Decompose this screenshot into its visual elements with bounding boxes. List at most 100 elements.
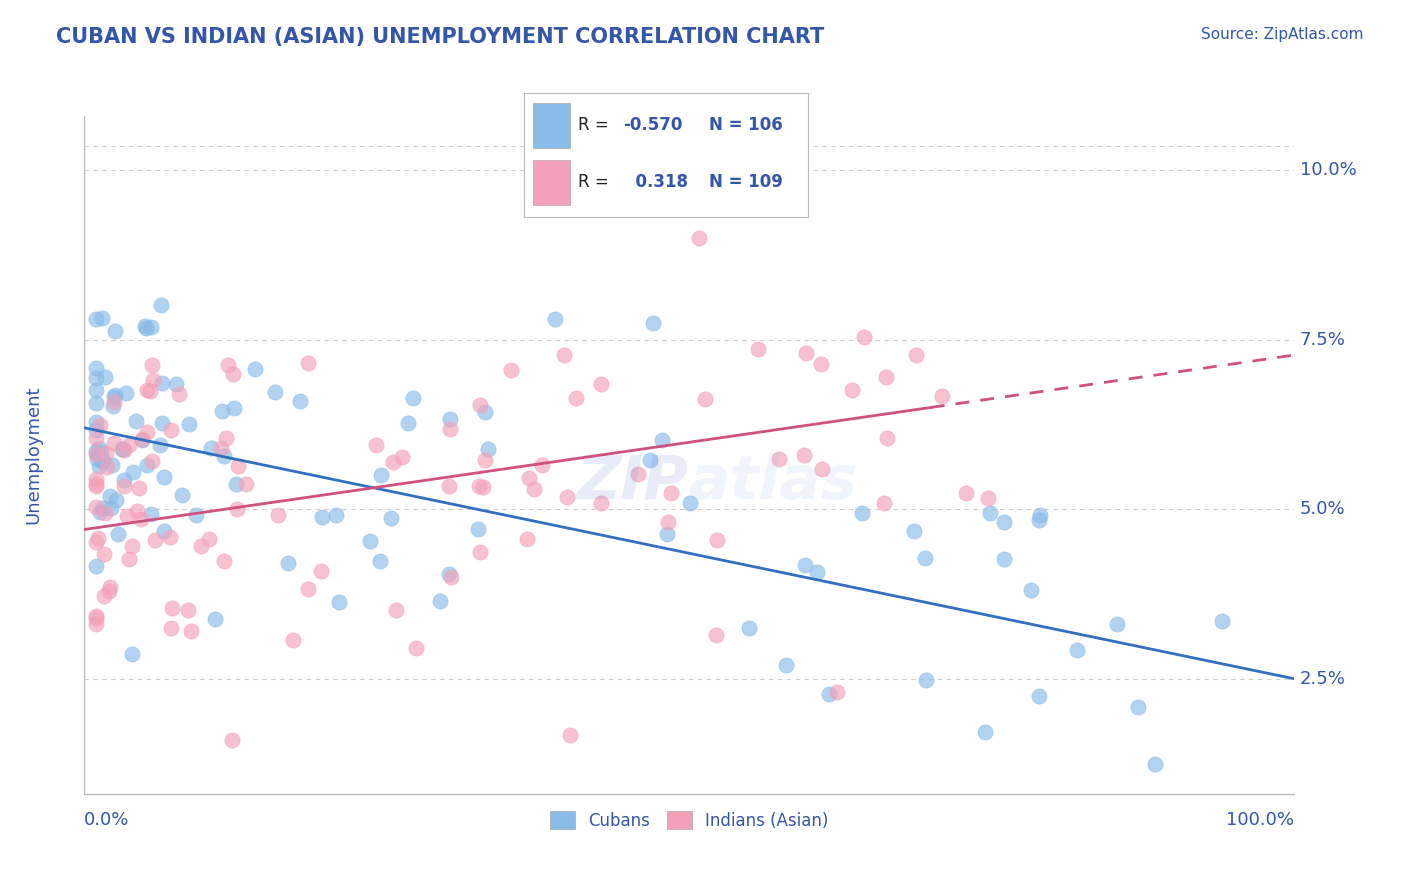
Point	[197, 532, 219, 546]
Point	[167, 386, 190, 401]
Point	[89, 505, 111, 519]
Point	[86, 452, 108, 467]
Point	[150, 376, 173, 391]
Bar	[533, 160, 569, 204]
Point	[468, 398, 491, 412]
Point	[517, 471, 540, 485]
Point	[209, 441, 232, 455]
Point	[115, 385, 138, 400]
Point	[325, 508, 347, 523]
Point	[311, 565, 333, 579]
Point	[277, 557, 299, 571]
Point	[688, 231, 710, 245]
Point	[160, 423, 183, 437]
Point	[87, 458, 110, 473]
Point	[160, 600, 183, 615]
Point	[121, 647, 143, 661]
Point	[437, 479, 460, 493]
Point	[86, 531, 108, 545]
Point	[811, 462, 834, 476]
Point	[86, 423, 108, 437]
Point	[184, 508, 207, 522]
Point	[523, 482, 546, 496]
Point	[641, 316, 664, 330]
Point	[98, 583, 121, 598]
Point	[86, 415, 108, 429]
Point	[439, 567, 461, 582]
Point	[215, 431, 238, 445]
Text: R =: R =	[578, 173, 614, 191]
Point	[557, 490, 579, 504]
Point	[131, 433, 153, 447]
Point	[86, 447, 108, 461]
Bar	[533, 103, 569, 148]
Point	[212, 554, 235, 568]
Point	[440, 570, 463, 584]
Point	[235, 477, 257, 491]
Point	[139, 507, 162, 521]
Point	[873, 496, 896, 510]
Point	[104, 388, 127, 402]
Point	[793, 558, 815, 573]
Text: -0.570: -0.570	[624, 117, 683, 135]
Point	[114, 443, 136, 458]
Point	[474, 453, 496, 467]
Point	[222, 401, 245, 416]
Point	[94, 445, 117, 459]
Point	[876, 431, 898, 445]
Point	[96, 459, 118, 474]
Point	[1143, 757, 1166, 772]
Point	[101, 458, 124, 473]
Point	[243, 362, 266, 376]
Point	[91, 501, 114, 516]
Text: atlas: atlas	[689, 452, 858, 511]
Point	[810, 357, 832, 371]
Point	[141, 454, 163, 468]
Point	[165, 376, 187, 391]
Point	[112, 473, 135, 487]
Point	[225, 477, 247, 491]
Point	[103, 435, 125, 450]
Point	[1028, 513, 1050, 527]
Point	[86, 395, 108, 409]
Point	[87, 441, 110, 455]
Point	[136, 425, 159, 440]
Point	[150, 416, 173, 430]
Point	[121, 539, 143, 553]
Point	[1029, 508, 1052, 523]
Point	[86, 472, 108, 486]
Point	[104, 492, 127, 507]
Point	[86, 500, 108, 515]
Point	[114, 479, 136, 493]
Point	[366, 438, 388, 452]
Point	[141, 359, 163, 373]
Point	[222, 367, 245, 381]
Point	[111, 442, 134, 456]
Point	[91, 454, 114, 468]
Point	[806, 565, 828, 579]
Point	[468, 479, 491, 493]
Point	[704, 627, 727, 641]
Point	[93, 589, 115, 603]
Point	[391, 450, 413, 465]
Point	[560, 729, 582, 743]
Point	[86, 479, 108, 493]
Point	[118, 552, 141, 566]
Point	[564, 391, 586, 405]
Point	[86, 431, 108, 445]
Point	[86, 383, 108, 397]
Point	[706, 533, 728, 547]
Point	[439, 422, 461, 436]
Point	[405, 640, 427, 655]
Point	[359, 533, 381, 548]
Point	[159, 530, 181, 544]
Point	[93, 506, 115, 520]
Point	[90, 454, 112, 468]
Point	[439, 411, 461, 425]
Point	[86, 360, 108, 375]
Text: 10.0%: 10.0%	[1299, 161, 1357, 179]
Point	[150, 298, 173, 312]
Point	[86, 447, 108, 461]
Text: 7.5%: 7.5%	[1299, 331, 1346, 349]
Point	[86, 616, 108, 631]
